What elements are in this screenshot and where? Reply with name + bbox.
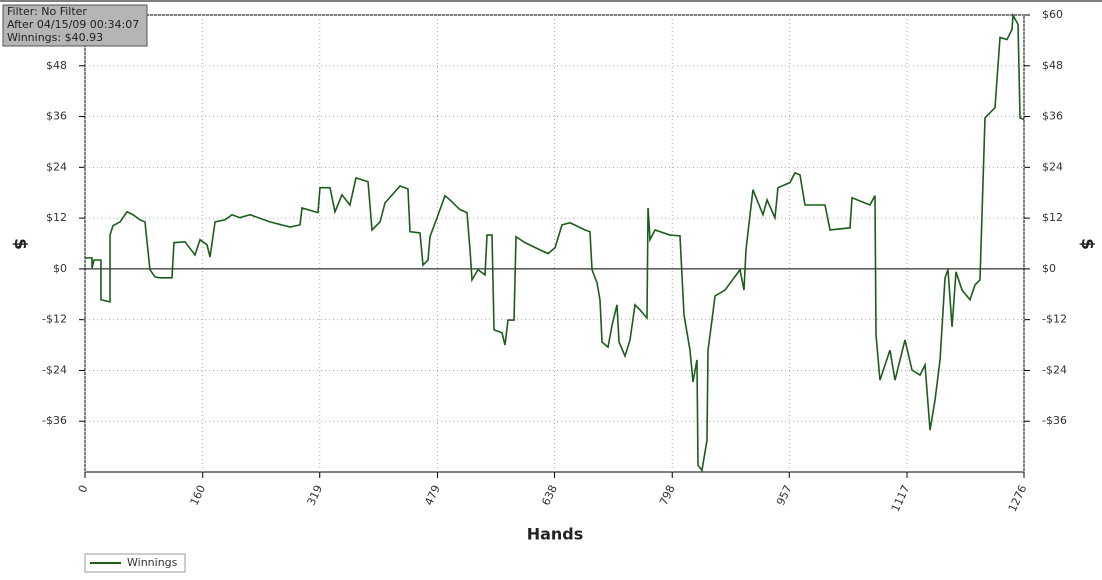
x-axis-label: Hands (527, 525, 584, 544)
legend-label: Winnings (127, 556, 178, 569)
y2-tick-label: $60 (1042, 8, 1063, 21)
info-text: Filter: No Filter (7, 5, 87, 18)
y-tick-label: $48 (46, 59, 67, 72)
y2-tick-label: $24 (1042, 160, 1063, 173)
y-tick-label: $24 (46, 160, 67, 173)
x-tick-label: 160 (188, 483, 209, 508)
y-tick-label: $0 (53, 262, 67, 275)
y-tick-label: -$36 (42, 414, 67, 427)
info-text: Winnings: $40.93 (7, 31, 103, 44)
y-tick-label: $36 (46, 110, 67, 123)
y-tick-label: $12 (46, 211, 67, 224)
y2-tick-label: $12 (1042, 211, 1063, 224)
x-tick-label: 319 (305, 483, 326, 508)
x-tick-label: 0 (76, 483, 91, 495)
y-tick-label: -$12 (42, 313, 67, 326)
y2-tick-label: -$12 (1042, 313, 1067, 326)
y2-tick-label: $48 (1042, 59, 1063, 72)
info-box (2, 4, 148, 47)
x-tick-label: 638 (539, 483, 560, 508)
y-axis-label: $ (10, 238, 30, 250)
info-text: After 04/15/09 00:34:07 (7, 18, 139, 31)
x-tick-label: 1276 (1006, 483, 1030, 514)
y2-tick-label: -$36 (1042, 414, 1067, 427)
y2-axis-label: $ (1077, 238, 1097, 250)
series-line (85, 12, 1025, 473)
x-tick-label: 798 (657, 483, 678, 508)
y2-tick-label: $0 (1042, 262, 1056, 275)
y-tick-label: -$24 (42, 363, 67, 376)
x-tick-label: 479 (422, 483, 443, 508)
x-tick-label: 957 (774, 483, 795, 508)
legend-box (84, 553, 186, 573)
y2-tick-label: -$24 (1042, 363, 1067, 376)
y2-tick-label: $36 (1042, 110, 1063, 123)
x-tick-label: 1117 (889, 483, 913, 514)
